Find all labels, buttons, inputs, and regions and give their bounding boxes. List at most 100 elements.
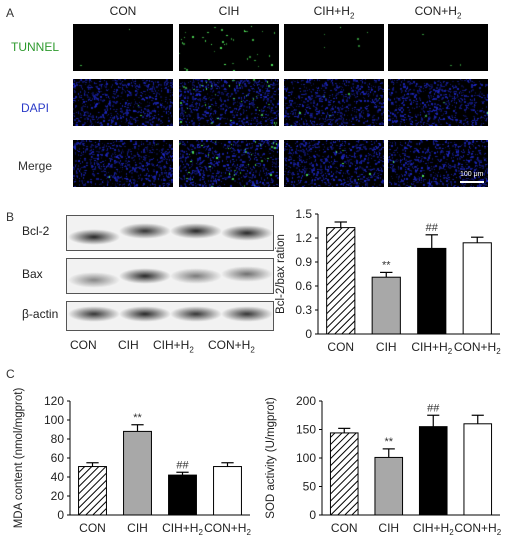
micrograph-merge-con-h: [388, 140, 488, 187]
row-label-dapi: DAPI: [20, 101, 49, 115]
blot-bands: [67, 216, 273, 250]
y-tick-label: 0: [305, 327, 312, 341]
lane-label-1: CIH: [118, 338, 139, 352]
lane-label-0: CON: [70, 338, 97, 352]
bar-cih: [374, 456, 404, 516]
x-tick-label: CON+H2: [204, 521, 251, 537]
blot-label-0: Bcl-2: [22, 224, 50, 238]
bar-con: [329, 432, 359, 516]
bar-cih: [371, 276, 401, 335]
scale-bar: [460, 181, 484, 183]
lane-label-text: CON+H: [208, 338, 251, 352]
bar-cih: [123, 430, 152, 516]
blot-label-2: β-actin: [22, 307, 59, 321]
column-header-3: CON+H2: [388, 4, 488, 20]
micrograph-dapi-con: [73, 79, 173, 126]
x-tick-label: CON: [331, 521, 358, 535]
micrograph-tunnel-con-h: [388, 24, 488, 71]
bar-cih-h2: [417, 247, 447, 335]
column-header-subscript: 2: [456, 11, 462, 21]
y-tick-label: 50: [303, 480, 317, 494]
western-blot-bcl-2: [66, 215, 274, 251]
x-tick-label: CIH: [376, 340, 397, 354]
x-tick-label: CON+H2: [454, 340, 501, 356]
y-axis-label: SOD activity (U/mgprot): [265, 397, 277, 519]
western-blot-β-actin: [66, 301, 274, 331]
scale-bar-label: 100 μm: [460, 171, 484, 178]
column-header-1: CIH: [179, 4, 279, 18]
western-blot-bax: [66, 258, 274, 294]
bcl2-bax-ratio-chart: 0 0.3 0.6 0.9 1.2 1.5 Bcl-2/bax ration CON ** CIH…: [275, 207, 501, 356]
bar-con-h2: [463, 423, 493, 516]
y-tick-label: 80: [51, 432, 65, 446]
x-tick-label: CON: [327, 340, 354, 354]
micrograph-tunnel-con: [73, 24, 173, 71]
y-tick-label: 100: [296, 451, 316, 465]
blot-label-1: Bax: [22, 267, 43, 281]
x-tick-label: CON+H2: [454, 521, 501, 537]
y-tick-label: 1.2: [295, 231, 312, 245]
bar-con-h2: [213, 466, 242, 516]
y-tick-label: 0: [57, 508, 64, 522]
x-tick-label: CIH+H2: [162, 521, 203, 537]
lane-label-2: CIH+H2: [153, 338, 194, 354]
bar-con: [326, 227, 356, 335]
column-header-0: CON: [73, 4, 173, 18]
row-label-tunnel: TUNNEL: [10, 40, 59, 54]
lane-label-text: CIH: [118, 338, 139, 352]
micrograph-merge-cih: [179, 140, 279, 187]
bar-con: [78, 466, 107, 516]
lane-label-text: CIH+H: [153, 338, 190, 352]
lane-label-3: CON+H2: [208, 338, 255, 354]
column-header-subscript: 2: [349, 11, 355, 21]
blot-bands: [67, 259, 273, 293]
x-tick-label: CIH: [378, 521, 399, 535]
y-tick-label: 150: [296, 423, 316, 437]
column-header-text: CON+H: [414, 4, 457, 18]
mda-content-chart: 0 20 40 60 80 100 120 MDA content (nmol/mgprot)…: [13, 388, 251, 537]
lane-label-subscript: 2: [189, 345, 194, 355]
column-header-text: CIH+H: [313, 4, 350, 18]
sod-activity-chart: 0 50 100 150 200 SOD activity (U/mgprot) CON **…: [265, 394, 502, 537]
y-tick-label: 0.3: [295, 303, 312, 317]
column-header-text: CIH: [218, 4, 240, 18]
y-tick-label: 200: [296, 394, 316, 408]
x-tick-label: CON: [79, 521, 106, 535]
y-tick-label: 1.5: [295, 207, 312, 221]
micrograph-tunnel-cih-h: [284, 24, 384, 71]
y-tick-label: 40: [51, 470, 65, 484]
micrograph-dapi-cih: [179, 79, 279, 126]
significance-marker: ##: [426, 222, 439, 234]
significance-marker: **: [133, 412, 142, 424]
bar-cih-h2: [168, 474, 197, 516]
micrograph-merge-con: [73, 140, 173, 187]
column-header-2: CIH+H2: [284, 4, 384, 20]
micrograph-tunnel-cih: [179, 24, 279, 71]
y-tick-label: 0: [309, 508, 316, 522]
y-tick-label: 0.9: [295, 255, 312, 269]
significance-marker: ##: [176, 459, 189, 471]
bar-con-h2: [462, 242, 492, 335]
bar-cih-h2: [418, 426, 448, 516]
significance-marker: **: [384, 436, 393, 448]
blot-bands: [67, 302, 273, 330]
micrograph-dapi-cih-h: [284, 79, 384, 126]
y-tick-label: 60: [51, 451, 65, 465]
x-tick-label: CIH: [127, 521, 148, 535]
lane-label-text: CON: [70, 338, 97, 352]
y-axis-label: Bcl-2/bax ration: [275, 234, 287, 314]
x-tick-label: CIH+H2: [411, 340, 452, 356]
panel-c-label: C: [6, 367, 15, 381]
y-tick-label: 120: [44, 394, 64, 408]
significance-marker: ##: [427, 402, 440, 414]
y-tick-label: 0.6: [295, 279, 312, 293]
y-axis-label: MDA content (nmol/mgprot): [13, 388, 25, 529]
micrograph-dapi-con-h: [388, 79, 488, 126]
x-tick-label: CIH+H2: [413, 521, 454, 537]
y-tick-label: 20: [51, 489, 65, 503]
panel-b-label: B: [6, 210, 15, 224]
row-label-merge: Merge: [17, 159, 52, 173]
column-header-text: CON: [109, 4, 137, 18]
panel-a-label: A: [6, 6, 15, 20]
micrograph-merge-cih-h: [284, 140, 384, 187]
